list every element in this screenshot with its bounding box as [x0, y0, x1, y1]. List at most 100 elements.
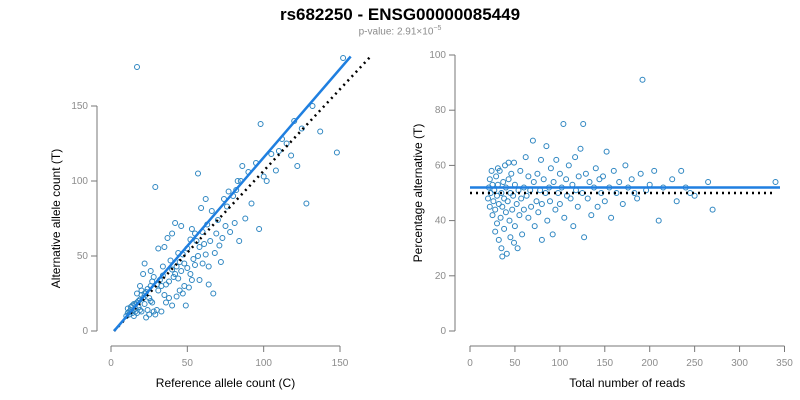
- data-point: [560, 121, 567, 127]
- data-point: [540, 176, 547, 183]
- data-point: [505, 159, 512, 166]
- data-point: [651, 167, 658, 174]
- data-point: [217, 259, 224, 265]
- data-point: [709, 206, 716, 213]
- data-point: [150, 274, 157, 280]
- data-point: [516, 212, 523, 219]
- data-point: [130, 313, 137, 319]
- data-point: [242, 215, 249, 222]
- data-point: [494, 192, 500, 199]
- data-point: [234, 178, 241, 184]
- data-point: [772, 179, 779, 185]
- data-point: [489, 212, 496, 219]
- data-point: [498, 190, 505, 196]
- data-point: [176, 287, 183, 294]
- data-point: [149, 299, 156, 306]
- left-scatter-plot: 0 50 100 150 0 50 100 150 Reference allele count…: [49, 55, 372, 390]
- data-point: [561, 214, 568, 221]
- data-point: [601, 198, 608, 205]
- data-point: [143, 314, 150, 321]
- data-point: [574, 203, 581, 210]
- data-point: [195, 253, 201, 259]
- data-point: [603, 148, 610, 155]
- data-point: [141, 260, 148, 267]
- x-tick-label: 150: [596, 358, 613, 369]
- data-point: [169, 266, 176, 273]
- data-point: [188, 277, 195, 283]
- data-point: [140, 271, 147, 277]
- data-point: [608, 214, 615, 221]
- data-point: [294, 163, 301, 169]
- data-point: [166, 278, 172, 285]
- data-point: [523, 192, 530, 199]
- data-point: [639, 76, 646, 83]
- data-point: [213, 230, 220, 237]
- data-point: [263, 178, 270, 184]
- data-point: [547, 165, 554, 172]
- data-point: [488, 167, 495, 174]
- data-point: [549, 231, 556, 238]
- data-point: [155, 245, 162, 252]
- data-point: [500, 179, 507, 185]
- y-tick-label: 80: [435, 105, 447, 116]
- data-point: [146, 311, 153, 318]
- data-point: [505, 176, 512, 183]
- data-point: [161, 244, 168, 250]
- data-point: [570, 223, 577, 230]
- x-tick-label: 50: [182, 358, 194, 369]
- data-point: [141, 301, 148, 307]
- data-point: [210, 290, 217, 297]
- y-tick-label: 40: [435, 216, 447, 227]
- chart-subtitle: p-value: 2.91×10−5: [0, 25, 800, 37]
- data-point: [528, 203, 535, 210]
- data-point: [256, 226, 263, 232]
- data-point: [555, 190, 562, 196]
- data-point: [534, 170, 541, 177]
- data-point: [187, 271, 194, 277]
- data-point: [150, 308, 157, 315]
- data-point: [178, 223, 185, 229]
- data-point: [543, 143, 550, 150]
- data-point: [502, 162, 508, 169]
- y-tick-label: 0: [440, 326, 446, 337]
- data-point: [182, 302, 189, 309]
- data-point: [502, 209, 509, 216]
- data-point: [159, 263, 166, 270]
- y-tick-label: 100: [429, 50, 446, 61]
- data-point: [514, 245, 521, 252]
- data-point: [163, 299, 169, 306]
- data-point: [499, 203, 506, 210]
- x-tick-label: 150: [332, 358, 349, 369]
- data-point: [198, 205, 205, 211]
- data-point: [172, 220, 179, 226]
- data-point: [225, 188, 232, 195]
- data-point: [211, 250, 218, 256]
- data-point: [572, 154, 579, 161]
- data-point: [188, 226, 195, 232]
- data-point: [155, 287, 162, 294]
- data-point: [506, 217, 513, 224]
- x-tick-label: 200: [641, 358, 658, 369]
- data-point: [705, 179, 712, 185]
- data-point: [175, 275, 182, 282]
- data-point: [138, 308, 145, 315]
- data-point: [166, 295, 172, 301]
- data-point: [288, 152, 295, 159]
- data-point: [503, 250, 510, 257]
- y-tick-label: 150: [71, 101, 88, 112]
- data-point: [494, 165, 501, 172]
- data-point: [317, 128, 324, 135]
- data-point: [511, 239, 517, 246]
- data-point: [492, 206, 499, 213]
- data-point: [147, 298, 154, 304]
- x-axis-label: Reference allele count (C): [156, 376, 295, 390]
- data-point: [169, 302, 176, 309]
- data-point: [146, 295, 153, 301]
- reference-line: [113, 55, 372, 332]
- data-point: [137, 283, 143, 289]
- data-point: [492, 228, 499, 235]
- data-point: [622, 162, 629, 169]
- data-point: [634, 195, 641, 202]
- data-point: [152, 184, 159, 190]
